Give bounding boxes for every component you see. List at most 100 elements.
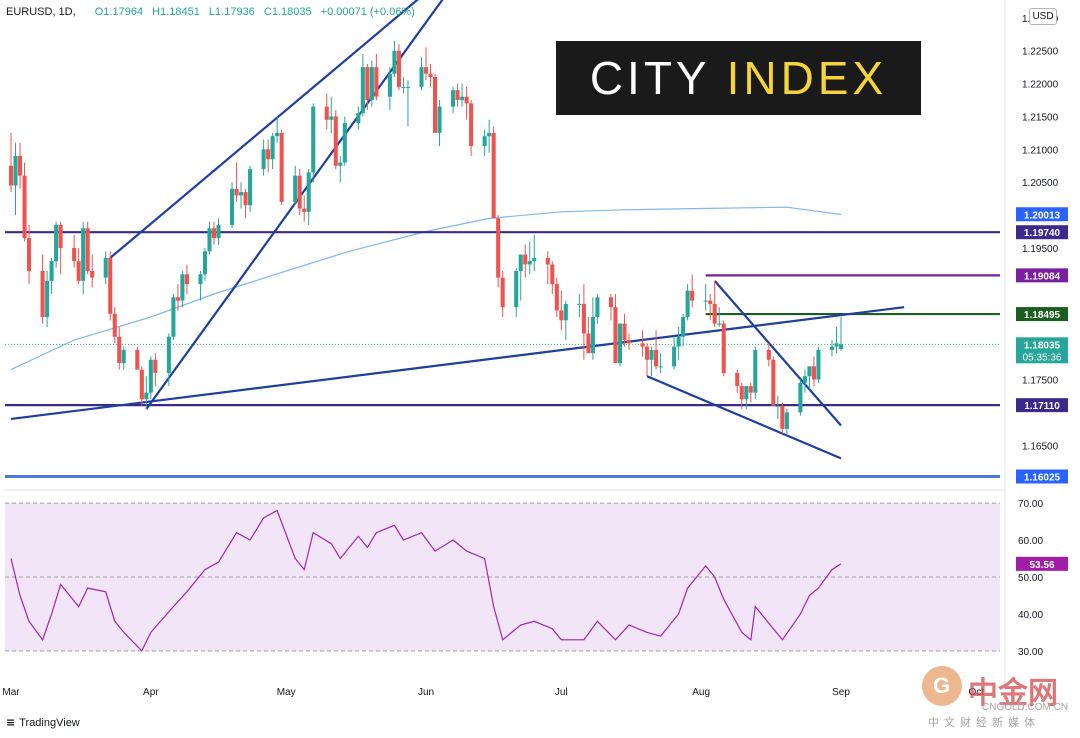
price-tick-label: 1.21000 xyxy=(1022,145,1059,156)
candle-body xyxy=(198,274,203,285)
candle xyxy=(13,142,18,216)
candle-body xyxy=(374,67,379,97)
candle-body xyxy=(613,307,618,364)
candle xyxy=(248,165,253,212)
candle xyxy=(293,165,298,206)
candle-body xyxy=(27,238,32,272)
candle xyxy=(469,100,474,156)
candle xyxy=(76,247,81,285)
candle-body xyxy=(171,297,176,337)
candle-body xyxy=(514,271,519,308)
candle xyxy=(135,346,140,370)
candle-body xyxy=(275,132,280,137)
price-label-bg xyxy=(1016,398,1068,413)
candle-body xyxy=(45,280,50,318)
high-value: H1.18451 xyxy=(152,6,200,18)
candle xyxy=(608,294,613,321)
x-tick-label: Aug xyxy=(692,687,710,698)
candle-body xyxy=(527,261,532,265)
candle xyxy=(198,271,203,301)
candle xyxy=(617,323,622,367)
candle-body xyxy=(234,188,239,196)
candle xyxy=(523,244,528,278)
candle xyxy=(90,254,95,288)
candle xyxy=(685,284,690,321)
candle-body xyxy=(771,359,776,406)
price-tick-label: 1.22500 xyxy=(1022,47,1059,58)
price-label-bg xyxy=(1016,225,1068,240)
candle xyxy=(676,326,681,360)
candle xyxy=(333,109,338,170)
candle-body xyxy=(563,303,568,321)
candle-body xyxy=(834,343,839,347)
candle xyxy=(451,86,456,114)
candle xyxy=(396,44,401,91)
candle xyxy=(771,356,776,406)
candle-body xyxy=(306,172,311,212)
candle xyxy=(595,294,600,324)
candle xyxy=(342,116,347,166)
trendline-long-support xyxy=(10,306,905,421)
candle-body xyxy=(532,257,537,262)
candle-body xyxy=(22,175,27,239)
candle xyxy=(184,264,189,295)
candle xyxy=(306,169,311,225)
candle-body xyxy=(554,284,559,311)
tradingview-brand[interactable]: ≡ TradingView xyxy=(6,716,80,729)
currency-button[interactable]: USD xyxy=(1029,8,1057,25)
price-label: 1.20013 xyxy=(1016,207,1068,222)
candle xyxy=(139,366,144,406)
candle xyxy=(22,162,27,242)
candle xyxy=(405,80,410,127)
x-tick-label: Jul xyxy=(555,687,568,698)
candle-body xyxy=(117,336,122,364)
x-tick-label: Oct xyxy=(969,687,985,698)
candle-body xyxy=(135,349,140,370)
candle-body xyxy=(230,188,235,225)
candle-body xyxy=(500,277,505,308)
candle-body xyxy=(338,162,343,166)
candle xyxy=(514,267,519,318)
candle xyxy=(622,313,627,347)
candle-body xyxy=(482,136,487,147)
candle-body xyxy=(365,67,370,101)
candle-body xyxy=(559,310,564,321)
candle xyxy=(735,369,740,393)
candle xyxy=(216,218,221,245)
candle-body xyxy=(311,106,316,173)
candle xyxy=(721,320,726,377)
candle xyxy=(613,294,618,364)
candle xyxy=(230,182,235,229)
candle xyxy=(171,294,176,341)
candle-body xyxy=(297,175,302,209)
candle-body xyxy=(428,73,433,78)
candle-body xyxy=(451,90,456,107)
candle-body xyxy=(798,382,803,413)
candle xyxy=(261,139,266,176)
candle xyxy=(338,155,343,183)
candle xyxy=(559,290,564,331)
candle-body xyxy=(356,113,361,124)
candle xyxy=(270,132,275,170)
candle-body xyxy=(649,349,654,360)
candle-body xyxy=(153,359,158,373)
candle-body xyxy=(460,96,465,101)
symbol-label[interactable]: EURUSD, 1D, xyxy=(6,6,76,18)
candle xyxy=(739,382,744,410)
candle xyxy=(577,294,582,318)
candle xyxy=(672,336,677,370)
candle xyxy=(487,119,492,153)
price-label-bg xyxy=(1016,307,1068,322)
candle xyxy=(234,162,239,202)
candle-body xyxy=(108,257,113,314)
open-value: O1.17964 xyxy=(94,6,144,18)
candle xyxy=(40,254,45,324)
candle-body xyxy=(184,274,189,285)
candle-body xyxy=(360,67,365,114)
candle-body xyxy=(121,349,126,364)
candle xyxy=(649,346,654,377)
candle-body xyxy=(293,175,298,202)
candle-body xyxy=(405,86,410,88)
candle-body xyxy=(144,392,149,400)
candle-body xyxy=(49,261,54,281)
